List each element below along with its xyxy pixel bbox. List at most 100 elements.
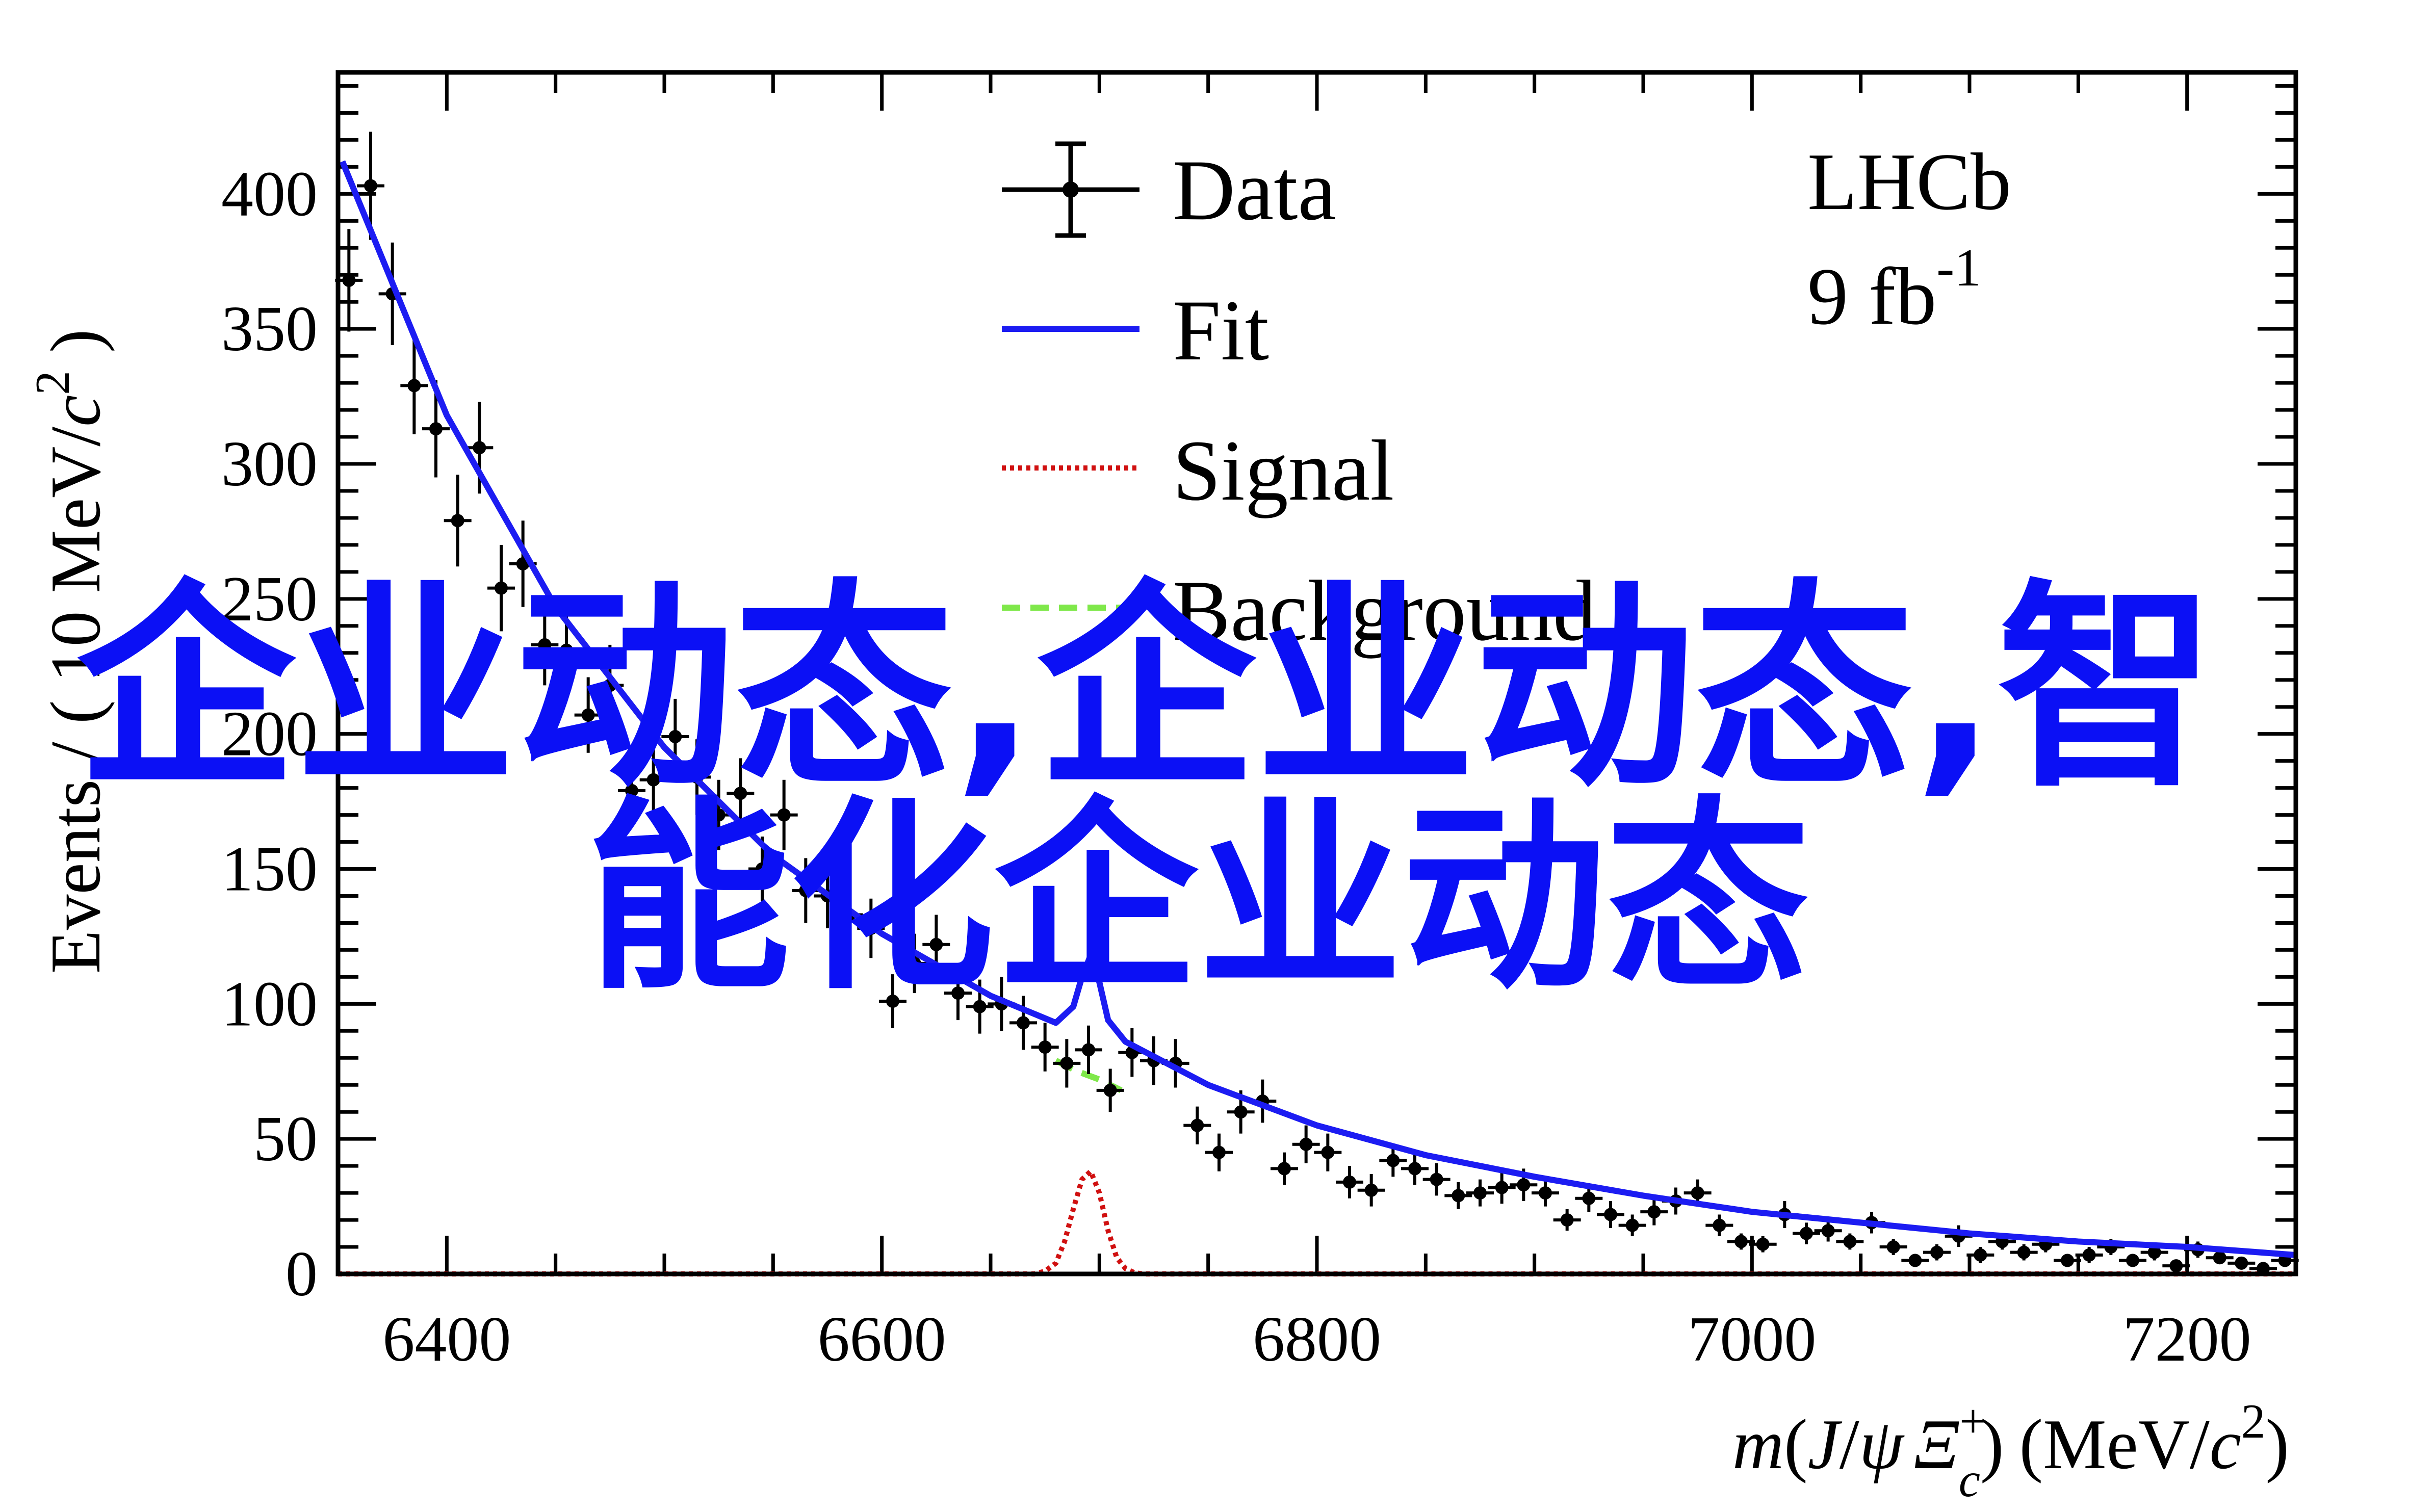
data-point-marker — [1321, 1145, 1335, 1159]
data-point — [1901, 1254, 1929, 1267]
fit-curve — [339, 160, 2296, 1258]
data-point — [879, 974, 906, 1029]
data-point — [1009, 996, 1037, 1050]
data-point-marker — [2082, 1248, 2096, 1262]
tick-labels: 6400 6600 6800 7000 7200 0 50 100 150 200 250 300 35… — [221, 159, 2251, 1375]
data-point — [1205, 1133, 1233, 1171]
data-point — [400, 337, 428, 434]
data-point-marker — [1582, 1191, 1596, 1205]
data-point — [1749, 1236, 1777, 1253]
data-point-marker — [2169, 1259, 2183, 1273]
x-tick-label: 6800 — [1253, 1304, 1381, 1375]
data-point — [1532, 1179, 1559, 1207]
overlay-text-line2: 能化企业动态 — [586, 780, 1810, 1017]
data-point-marker — [908, 956, 921, 970]
x-axis-title: m(J/ψ Ξ+ c) (MeV/c2) — [1732, 1394, 2289, 1507]
data-point — [1292, 1125, 1320, 1163]
legend-label-background: Background — [1173, 563, 1596, 659]
data-point-marker — [1408, 1162, 1421, 1176]
data-point-marker — [734, 787, 747, 800]
y-tick-label: 100 — [221, 969, 318, 1039]
data-point — [1053, 1039, 1081, 1088]
data-point-marker — [1278, 1162, 1291, 1176]
data-point-marker — [646, 773, 660, 787]
data-point — [1466, 1179, 1494, 1207]
data-point-marker — [2061, 1254, 2074, 1267]
data-point-marker — [668, 729, 682, 743]
legend-entry-data: Data — [1002, 141, 1336, 238]
data-point — [1793, 1222, 1820, 1244]
data-point-marker — [407, 379, 421, 393]
data-point-marker — [756, 862, 769, 876]
data-point-marker — [429, 422, 443, 436]
data-point-marker — [473, 441, 486, 455]
data-point-marker — [1843, 1235, 1857, 1248]
data-point-marker — [1647, 1205, 1661, 1219]
y-axis-title: Events / ( 10 MeV/c2 ) — [25, 329, 115, 974]
data-point-marker — [973, 1000, 987, 1013]
data-point-marker — [1886, 1240, 1900, 1254]
data-point-marker — [1452, 1189, 1465, 1203]
data-point — [1314, 1133, 1342, 1171]
data-point — [1422, 1163, 1450, 1196]
data-point-marker — [1473, 1186, 1487, 1200]
data-point-marker — [1800, 1227, 1813, 1240]
data-point — [1640, 1198, 1668, 1226]
luminosity-label: 9 fb-1 — [1807, 238, 1981, 342]
data-point — [487, 544, 515, 632]
data-point-marker — [581, 708, 595, 722]
data-point — [1444, 1182, 1472, 1209]
x-tick-label: 7200 — [2123, 1304, 2251, 1375]
data-point — [2227, 1256, 2256, 1270]
data-point — [1401, 1152, 1429, 1185]
data-point — [2054, 1254, 2081, 1267]
y-tick-label: 150 — [221, 834, 318, 905]
data-point-marker — [1821, 1224, 1835, 1238]
data-point-marker — [2235, 1256, 2248, 1270]
data-point — [1357, 1174, 1385, 1207]
y-tick-label: 250 — [221, 564, 318, 635]
data-point-marker — [342, 273, 356, 287]
data-point-marker — [1908, 1254, 1922, 1267]
data-point — [1575, 1185, 1603, 1212]
data-point-marker — [1082, 1043, 1095, 1057]
data-point-marker — [1299, 1137, 1313, 1151]
data-point — [770, 779, 798, 850]
plot-frame — [335, 70, 2298, 1276]
data-point — [1836, 1233, 1864, 1250]
data-point-marker — [364, 179, 377, 193]
data-point-marker — [929, 937, 943, 951]
x-tick-label: 7000 — [1688, 1304, 1816, 1375]
data-point-marker — [777, 808, 791, 822]
data-point-marker — [951, 986, 965, 1000]
y-tick-label: 350 — [221, 294, 318, 364]
data-point — [1096, 1068, 1124, 1112]
data-point — [2010, 1244, 2038, 1261]
data-point — [1488, 1171, 1516, 1204]
data-point — [1879, 1239, 1907, 1255]
legend-label-data: Data — [1173, 142, 1336, 238]
signal-curve — [338, 1167, 2296, 1276]
data-point — [705, 779, 733, 850]
data-point — [2162, 1259, 2190, 1273]
data-point-marker — [1691, 1186, 1704, 1200]
data-point-marker — [1974, 1248, 1987, 1262]
data-point-marker — [1713, 1218, 1726, 1232]
overlay-text-line1: 企业动态,企业动态,智 — [76, 562, 2216, 817]
data-point — [1618, 1214, 1646, 1236]
data-point-marker — [1017, 1016, 1030, 1030]
data-point-marker — [1625, 1218, 1639, 1232]
data-point-marker — [799, 883, 813, 897]
data-point-marker — [625, 784, 638, 797]
legend-label-fit: Fit — [1173, 282, 1269, 378]
data-point-marker — [560, 643, 573, 657]
data-point — [2119, 1254, 2146, 1267]
y-tick-label: 400 — [221, 159, 318, 229]
data-point — [1031, 1023, 1059, 1072]
legend-entry-signal: Signal — [1002, 423, 1394, 518]
data-point — [792, 858, 820, 923]
data-point-marker — [1343, 1175, 1356, 1189]
data-point — [1814, 1220, 1842, 1242]
y-tick-label: 200 — [221, 699, 318, 770]
data-point — [1705, 1214, 1733, 1236]
